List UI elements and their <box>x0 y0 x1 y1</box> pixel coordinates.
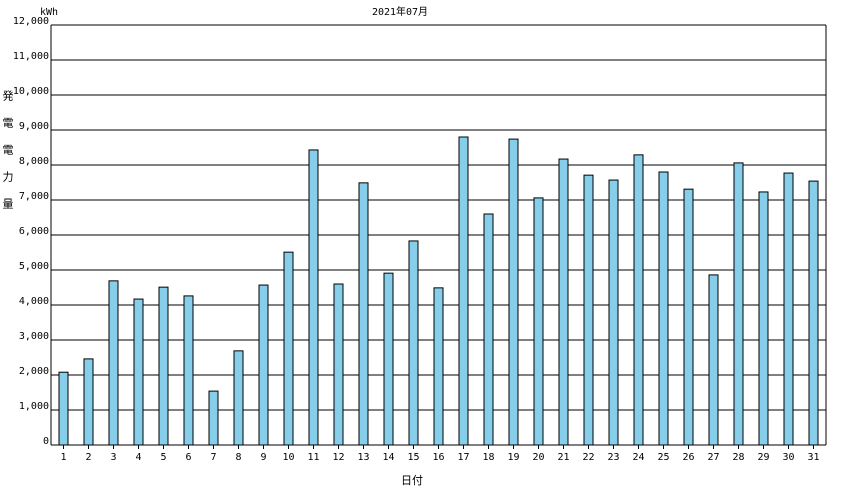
x-tick-label: 26 <box>682 452 694 463</box>
y-tick-label: 6,000 <box>19 226 49 237</box>
x-tick-label: 7 <box>210 452 216 463</box>
x-tick-label: 18 <box>482 452 494 463</box>
y-tick-label: 7,000 <box>19 191 49 202</box>
x-tick-label: 8 <box>235 452 241 463</box>
bar <box>133 298 144 446</box>
bar <box>183 295 194 446</box>
x-tick-label: 5 <box>160 452 166 463</box>
y-tick-label: 12,000 <box>13 16 49 27</box>
bar <box>508 138 519 446</box>
bar <box>533 197 544 446</box>
x-tick-label: 27 <box>707 452 719 463</box>
bar <box>83 358 94 446</box>
x-tick-label: 1 <box>60 452 66 463</box>
x-tick-label: 6 <box>185 452 191 463</box>
y-axis-label: 発電電力量 <box>1 89 14 225</box>
bar <box>383 272 394 446</box>
bar <box>783 172 794 446</box>
bar <box>233 350 244 446</box>
x-tick-label: 4 <box>135 452 141 463</box>
bar <box>683 188 694 446</box>
bar <box>658 171 669 446</box>
x-tick-label: 9 <box>260 452 266 463</box>
bar <box>433 287 444 446</box>
x-tick-label: 24 <box>632 452 644 463</box>
bar <box>258 284 269 446</box>
y-tick-label: 10,000 <box>13 86 49 97</box>
bar <box>708 274 719 446</box>
bar <box>408 240 419 446</box>
y-tick-label: 4,000 <box>19 296 49 307</box>
x-tick-label: 21 <box>557 452 569 463</box>
x-tick-label: 17 <box>457 452 469 463</box>
x-tick-label: 22 <box>582 452 594 463</box>
y-tick-label: 2,000 <box>19 366 49 377</box>
bar <box>308 149 319 446</box>
y-tick-label: 0 <box>43 436 49 447</box>
bar <box>158 286 169 446</box>
x-tick-label: 20 <box>532 452 544 463</box>
bar <box>358 182 369 446</box>
y-tick-label: 8,000 <box>19 156 49 167</box>
x-tick-label: 11 <box>307 452 319 463</box>
bar <box>283 251 294 446</box>
x-tick-label: 23 <box>607 452 619 463</box>
x-tick-label: 2 <box>85 452 91 463</box>
x-tick-label: 28 <box>732 452 744 463</box>
bar <box>558 158 569 446</box>
x-tick-label: 29 <box>757 452 769 463</box>
bar <box>808 180 819 446</box>
bar <box>208 390 219 446</box>
bar <box>733 162 744 446</box>
x-tick-label: 30 <box>782 452 794 463</box>
x-tick-label: 31 <box>807 452 819 463</box>
bar <box>108 280 119 446</box>
x-tick-label: 16 <box>432 452 444 463</box>
bar <box>608 179 619 446</box>
bar <box>458 136 469 446</box>
x-tick-label: 12 <box>332 452 344 463</box>
bar <box>583 174 594 446</box>
chart-title: 2021年07月 <box>372 5 428 18</box>
y-unit: kWh <box>40 7 58 18</box>
x-tick-label: 13 <box>357 452 369 463</box>
bar <box>333 283 344 446</box>
y-tick-label: 11,000 <box>13 51 49 62</box>
x-axis-label: 日付 <box>401 474 423 487</box>
y-tick-label: 3,000 <box>19 331 49 342</box>
bar <box>58 371 69 446</box>
x-tick-label: 14 <box>382 452 394 463</box>
x-tick-label: 10 <box>282 452 294 463</box>
y-tick-label: 5,000 <box>19 261 49 272</box>
x-tick-label: 15 <box>407 452 419 463</box>
x-tick-label: 19 <box>507 452 519 463</box>
y-tick-label: 1,000 <box>19 401 49 412</box>
bar <box>633 154 644 446</box>
bar <box>483 213 494 446</box>
x-tick-label: 3 <box>110 452 116 463</box>
x-tick-label: 25 <box>657 452 669 463</box>
bar <box>758 191 769 446</box>
y-tick-label: 9,000 <box>19 121 49 132</box>
